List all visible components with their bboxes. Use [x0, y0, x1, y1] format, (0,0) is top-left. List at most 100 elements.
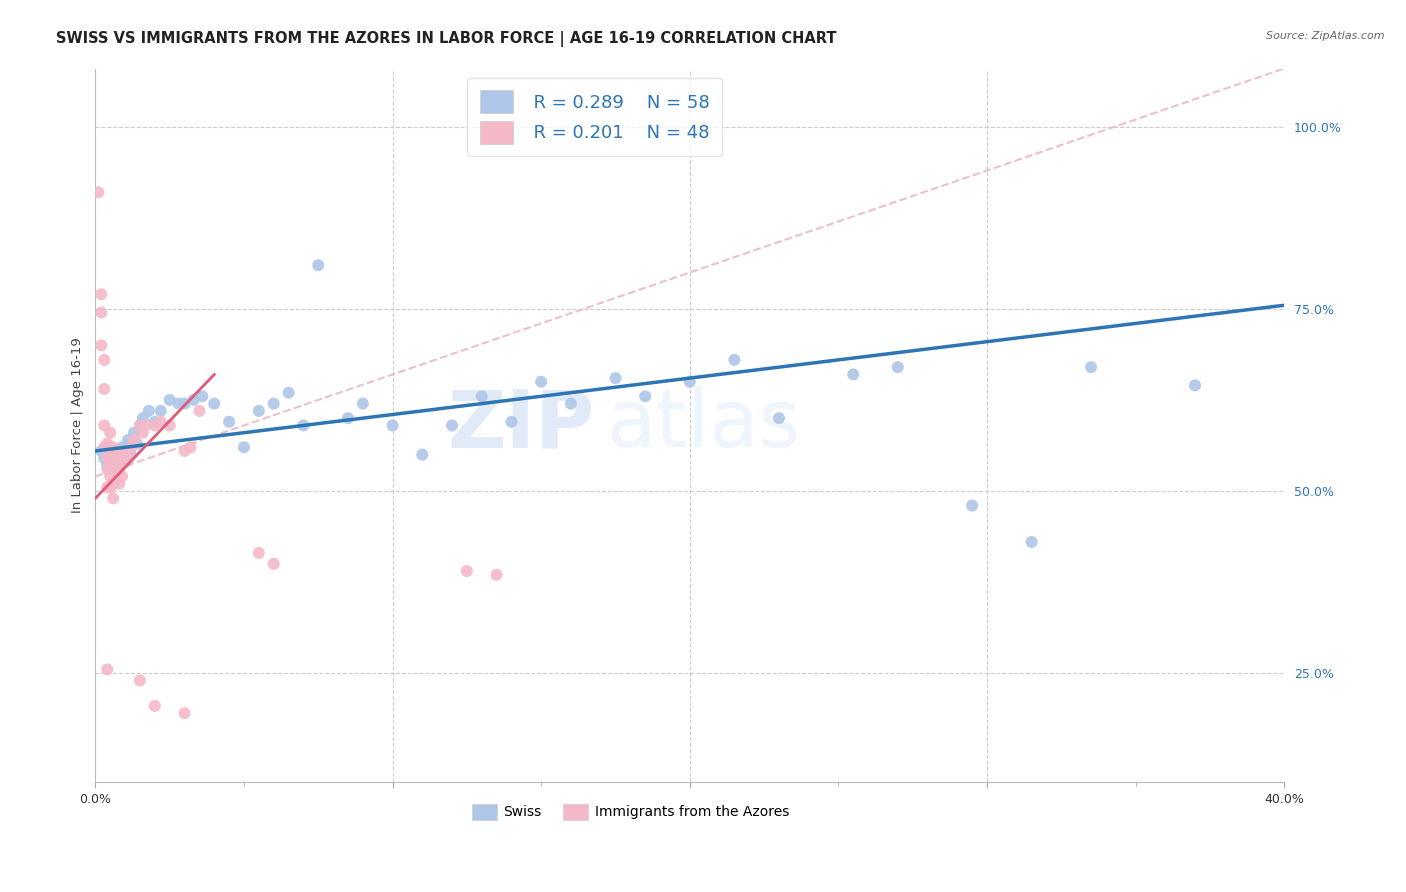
Point [108, 451, 131, 466]
Point [93, 451, 115, 466]
Point [149, 404, 172, 418]
Point [723, 352, 745, 367]
Text: atlas: atlas [606, 386, 801, 465]
Point [352, 396, 374, 410]
Point [96, 436, 118, 450]
Point [90, 444, 112, 458]
Point [98, 444, 121, 458]
Point [143, 698, 166, 713]
Point [1021, 535, 1043, 549]
Point [117, 433, 139, 447]
Point [103, 491, 125, 506]
Point [108, 448, 131, 462]
Point [105, 451, 128, 466]
Point [173, 444, 195, 458]
Point [114, 455, 136, 469]
Point [98, 480, 121, 494]
Point [105, 458, 128, 473]
Point [90, 338, 112, 352]
Point [108, 476, 131, 491]
Point [307, 258, 329, 272]
Point [842, 368, 865, 382]
Point [233, 440, 256, 454]
Point [111, 455, 134, 469]
Point [105, 466, 128, 480]
Point [96, 451, 118, 466]
Point [159, 418, 181, 433]
Point [103, 476, 125, 491]
Point [120, 436, 142, 450]
Point [132, 425, 155, 440]
Point [247, 404, 270, 418]
Point [679, 375, 702, 389]
Point [247, 546, 270, 560]
Point [218, 415, 240, 429]
Point [111, 469, 134, 483]
Point [96, 440, 118, 454]
Point [87, 186, 110, 200]
Point [103, 455, 125, 469]
Point [108, 462, 131, 476]
Point [120, 448, 142, 462]
Point [93, 382, 115, 396]
Point [129, 418, 152, 433]
Point [292, 418, 315, 433]
Point [179, 440, 201, 454]
Point [605, 371, 627, 385]
Point [768, 411, 790, 425]
Point [90, 287, 112, 301]
Point [114, 455, 136, 469]
Point [530, 375, 553, 389]
Point [501, 415, 523, 429]
Point [122, 425, 145, 440]
Point [93, 418, 115, 433]
Point [149, 415, 172, 429]
Point [471, 389, 494, 403]
Point [887, 360, 910, 375]
Point [188, 404, 211, 418]
Point [440, 418, 463, 433]
Point [98, 448, 121, 462]
Point [634, 389, 657, 403]
Point [125, 436, 148, 450]
Point [96, 662, 118, 676]
Point [143, 415, 166, 429]
Point [132, 411, 155, 425]
Point [129, 673, 152, 688]
Point [191, 389, 214, 403]
Point [173, 706, 195, 720]
Text: SWISS VS IMMIGRANTS FROM THE AZORES IN LABOR FORCE | AGE 16-19 CORRELATION CHART: SWISS VS IMMIGRANTS FROM THE AZORES IN L… [56, 31, 837, 47]
Point [117, 448, 139, 462]
Point [143, 418, 166, 433]
Point [411, 448, 433, 462]
Point [96, 462, 118, 476]
Point [135, 418, 157, 433]
Point [105, 444, 128, 458]
Point [263, 396, 285, 410]
Point [103, 440, 125, 454]
Text: Source: ZipAtlas.com: Source: ZipAtlas.com [1267, 31, 1385, 41]
Point [263, 557, 285, 571]
Point [103, 444, 125, 458]
Point [336, 411, 359, 425]
Point [93, 352, 115, 367]
Point [122, 433, 145, 447]
Point [183, 392, 205, 407]
Point [114, 444, 136, 458]
Point [105, 444, 128, 458]
Text: ZIP: ZIP [447, 386, 595, 465]
Point [90, 305, 112, 319]
Point [960, 499, 983, 513]
Point [560, 396, 582, 410]
Point [98, 455, 121, 469]
Point [1184, 378, 1206, 392]
Point [138, 404, 160, 418]
Point [485, 567, 508, 582]
Point [114, 444, 136, 458]
Point [96, 480, 118, 494]
Point [103, 462, 125, 476]
Point [1080, 360, 1102, 375]
Point [96, 458, 118, 473]
Point [98, 469, 121, 483]
Point [129, 418, 152, 433]
